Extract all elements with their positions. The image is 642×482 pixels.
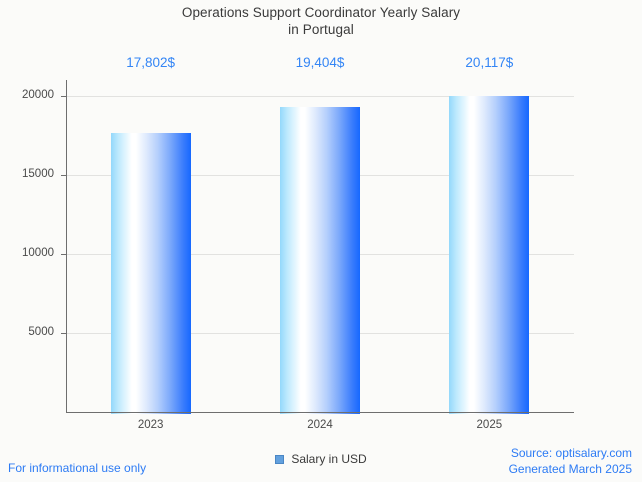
y-axis-tick (61, 333, 66, 334)
y-axis-tick (61, 96, 66, 97)
x-axis-line (66, 412, 574, 413)
chart-title-line-1: Operations Support Coordinator Yearly Sa… (181, 5, 461, 20)
footer-disclaimer: For informational use only (8, 461, 147, 475)
plot-area (61, 80, 574, 414)
x-axis-label-2024: 2024 (307, 419, 333, 431)
legend-swatch-icon (275, 454, 285, 464)
y-axis-tick (61, 175, 66, 176)
bar-2025[interactable] (449, 96, 530, 414)
y-axis-line (66, 80, 67, 413)
y-axis-tick-label: 5000 (28, 326, 54, 338)
y-axis-tick-label: 10000 (22, 247, 54, 259)
y-axis-tick-label: 20000 (22, 89, 54, 101)
x-axis-label-2025: 2025 (476, 419, 503, 431)
footer-generated: Generated March 2025 (508, 461, 632, 476)
legend-item-salary[interactable]: Salary in USD (275, 452, 367, 466)
bar-2024[interactable] (280, 107, 360, 414)
legend-label: Salary in USD (291, 452, 367, 466)
gridline (66, 96, 574, 97)
y-axis-tick-label: 15000 (22, 168, 54, 180)
bar-value-label-2024: 19,404$ (295, 55, 345, 70)
chart-legend: Salary in USD (0, 452, 642, 466)
y-axis-tick (61, 254, 66, 255)
bar-value-label-2023: 17,802$ (126, 55, 176, 70)
footer-source-block: Source: optisalary.com Generated March 2… (509, 446, 632, 477)
footer-source[interactable]: Source: optisalary.com (510, 446, 632, 460)
x-axis-label-2023: 2023 (137, 419, 164, 431)
bar-value-label-2025: 20,117$ (465, 55, 514, 70)
bar-2023[interactable] (110, 132, 191, 414)
chart-title: Operations Support Coordinator Yearly Sa… (0, 4, 642, 38)
chart-title-line-2: in Portugal (288, 22, 354, 37)
